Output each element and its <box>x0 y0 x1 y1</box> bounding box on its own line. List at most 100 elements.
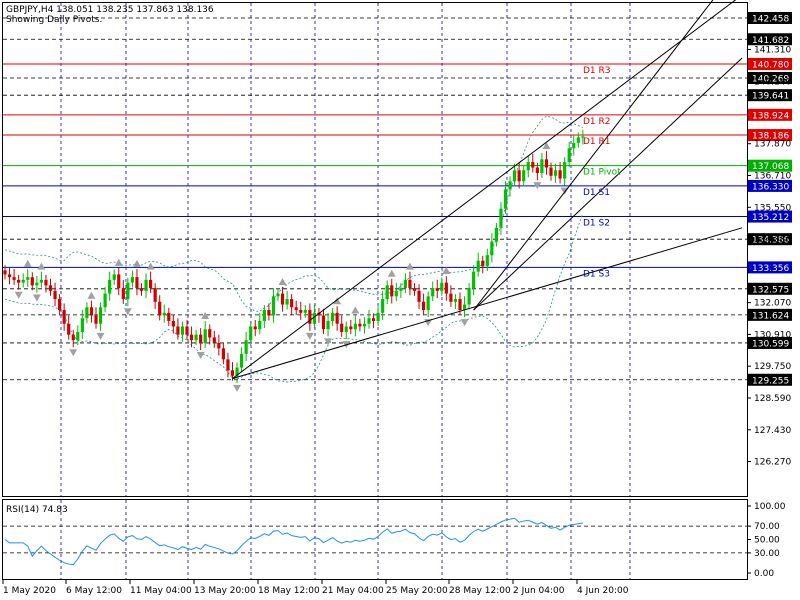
fractal-up <box>146 262 155 270</box>
pivot-name-label: D1 S1 <box>583 188 610 198</box>
pivot-price-tag <box>748 261 792 274</box>
fractal-up <box>23 259 32 267</box>
pivot-name-label: D1 S3 <box>583 269 610 279</box>
trendline <box>232 0 737 379</box>
x-tick-label: 6 May 12:00 <box>66 586 122 596</box>
candle-body <box>299 310 303 313</box>
candle-body <box>258 320 262 330</box>
candle-body <box>317 312 321 316</box>
candle-body <box>94 315 98 324</box>
fractal-down <box>123 308 132 316</box>
candle-body <box>267 310 271 316</box>
candle-body <box>144 279 148 291</box>
candle-body <box>522 170 526 182</box>
fractals <box>14 142 569 392</box>
candle-body <box>385 285 389 300</box>
candle-body <box>44 279 48 286</box>
level-price-tag <box>748 282 792 295</box>
pivot-names: D1 R3 D1 R2 D1 R1 D1 Pivot D1 S1 D1 S2 D1 S3 <box>583 66 621 279</box>
x-tick-label: 13 May 20:00 <box>194 586 256 596</box>
candle-body <box>394 290 398 297</box>
pivot-price-label: 136.330 <box>752 182 789 192</box>
candle-body <box>203 329 207 343</box>
candle-body <box>553 170 558 176</box>
pivot-price-label: 137.068 <box>752 162 789 172</box>
candle-body <box>71 334 75 341</box>
candle-body <box>35 282 39 286</box>
candle-body <box>126 282 130 300</box>
candle-body <box>139 288 144 291</box>
y-tick-label: 134.386 <box>754 235 791 245</box>
fractal-down <box>69 349 78 357</box>
rsi-line-group <box>4 517 583 566</box>
fractal-up <box>351 306 360 314</box>
candle-body <box>240 353 244 368</box>
candle-body <box>167 312 171 321</box>
candle-body <box>62 310 66 324</box>
candle-body <box>467 288 471 305</box>
y-tick-label: 137.870 <box>754 140 791 150</box>
candle-body <box>271 296 276 316</box>
rsi-grid <box>3 525 747 554</box>
level-price-tag <box>748 89 792 102</box>
trendline <box>473 0 714 311</box>
candle-body <box>121 288 125 300</box>
candle-body <box>30 277 34 286</box>
fractal-up <box>278 278 287 286</box>
candle-body <box>412 288 417 291</box>
pivot-price-label: 140.780 <box>752 60 789 70</box>
x-tick-label: 18 May 12:00 <box>258 586 320 596</box>
candle-body <box>308 310 312 324</box>
candle-body <box>563 162 567 179</box>
candle-body <box>503 189 508 209</box>
candle-body <box>108 279 112 294</box>
candle-body <box>294 307 298 311</box>
y-tick-label: 132.070 <box>754 299 791 309</box>
candle-body <box>490 241 494 256</box>
fractal-up <box>442 267 451 275</box>
candle-body <box>285 299 289 305</box>
candle-body <box>212 337 216 343</box>
fractal-up <box>405 262 414 270</box>
candle-body <box>481 260 485 267</box>
candle-body <box>499 208 503 228</box>
candle-body <box>280 293 285 305</box>
y-tick-label: 128.590 <box>754 394 791 404</box>
candle-body <box>358 323 362 327</box>
price-levels <box>3 17 747 381</box>
level-price-tag <box>748 12 792 24</box>
chart-header: GBPJPY,H4 138.051 138.235 137.863 138.13… <box>6 5 214 15</box>
level-price-tag <box>748 308 792 321</box>
pivot-name-label: D1 R2 <box>583 117 611 127</box>
candle-body <box>435 288 439 291</box>
candle-body <box>135 277 139 289</box>
candle-body <box>226 359 230 371</box>
candle-body <box>185 326 189 335</box>
trendline <box>232 227 743 380</box>
candle-body <box>53 290 57 300</box>
candle-body <box>253 326 257 330</box>
candle-body <box>180 326 185 335</box>
fractal-down <box>305 332 314 340</box>
vertical-grid <box>60 3 631 579</box>
candle-body <box>408 279 412 289</box>
candle-body <box>158 301 162 316</box>
candle-body <box>458 299 462 311</box>
candle-body <box>403 279 407 289</box>
x-tick-label: 21 May 04:00 <box>322 586 384 596</box>
candle-body <box>290 299 294 308</box>
candle-body <box>149 279 153 289</box>
fractal-down <box>196 352 205 360</box>
candle-body <box>353 323 357 330</box>
candle-body <box>326 320 330 330</box>
candle-body <box>367 318 371 324</box>
y-tick-label: 135.550 <box>754 203 791 213</box>
pivot-name-label: D1 R1 <box>583 137 611 147</box>
candle-body <box>26 277 30 280</box>
y-tick-label: 130.910 <box>754 330 791 340</box>
level-price-label: 130.599 <box>752 339 789 349</box>
candle-body <box>431 288 435 297</box>
candle-body <box>340 323 344 332</box>
candle-body <box>462 304 467 311</box>
candle-body <box>194 334 198 341</box>
